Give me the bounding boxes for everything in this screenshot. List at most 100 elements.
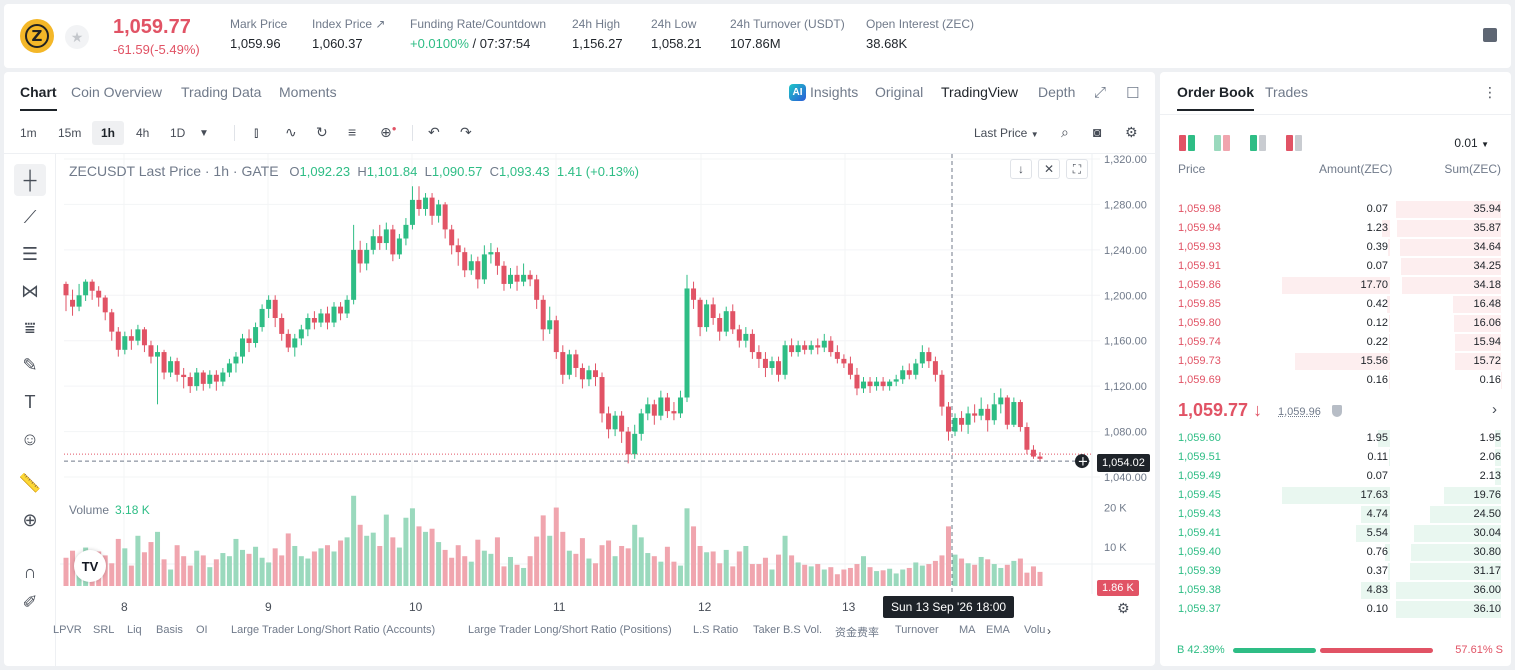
indicator-item[interactable]: Turnover (895, 624, 939, 636)
ask-row[interactable]: 1,059.74 0.22 15.94 (1160, 333, 1511, 352)
bid-row[interactable]: 1,059.60 1.95 1.95 (1160, 429, 1511, 448)
text-icon[interactable]: T (24, 391, 36, 412)
add-indicator-icon[interactable]: ⊕● (380, 124, 397, 140)
search-icon[interactable]: ⌕ (1061, 124, 1069, 140)
shrink-icon[interactable]: ✕ (1038, 159, 1060, 179)
brush-icon[interactable]: ✎ (22, 354, 38, 375)
volume-bar (769, 569, 775, 586)
tab-order-book[interactable]: Order Book (1177, 84, 1255, 111)
fib-icon[interactable]: ⩸ (24, 317, 36, 338)
window-icon[interactable]: ☐ (1126, 85, 1140, 102)
emoji-icon[interactable]: ☺ (20, 428, 40, 449)
bid-row[interactable]: 1,059.40 0.76 30.80 (1160, 543, 1511, 562)
interval-15m[interactable]: 15m (58, 126, 82, 140)
price-chart[interactable]: 1,320.00 1,280.00 1,240.00 1,200.00 1,160.00… (60, 154, 1155, 624)
pattern-icon[interactable]: ⋈ (21, 280, 39, 301)
horizontal-lines-icon[interactable]: ☰ (21, 243, 39, 264)
book-icon[interactable] (1483, 28, 1497, 42)
tab-moments[interactable]: Moments (279, 84, 337, 100)
indicator-item[interactable]: Large Trader Long/Short Ratio (Accounts) (231, 624, 436, 636)
bid-row[interactable]: 1,059.37 0.10 36.10 (1160, 600, 1511, 619)
ask-row[interactable]: 1,059.69 0.16 0.16 (1160, 371, 1511, 390)
ask-row[interactable]: 1,059.73 15.56 15.72 (1160, 352, 1511, 371)
template-icon[interactable]: ≡ (348, 124, 357, 140)
indicators-icon[interactable]: ∿ (285, 124, 297, 140)
indicator-item[interactable]: LPVR (53, 624, 82, 636)
interval-1m[interactable]: 1m (20, 126, 37, 140)
redo-icon[interactable]: ↷ (460, 124, 472, 140)
ask-row[interactable]: 1,059.91 0.07 34.25 (1160, 257, 1511, 276)
interval-1h[interactable]: 1h (92, 121, 125, 145)
candle-body (972, 413, 978, 416)
interval-dropdown-icon[interactable]: ▼ (199, 128, 209, 139)
bid-row[interactable]: 1,059.38 4.83 36.00 (1160, 581, 1511, 600)
ask-row[interactable]: 1,059.80 0.12 16.06 (1160, 314, 1511, 333)
chevron-right-icon[interactable]: › (1492, 401, 1497, 418)
replay-icon[interactable]: ↻ (316, 124, 328, 140)
indicator-item[interactable]: OI (196, 624, 208, 636)
more-options-icon[interactable]: ⋮ (1483, 84, 1497, 100)
volume-bar (436, 542, 442, 586)
bid-row[interactable]: 1,059.51 0.11 2.06 (1160, 448, 1511, 467)
volume-bar (913, 562, 919, 586)
candle-body (684, 288, 690, 398)
chart-settings-icon[interactable]: ⚙ (1117, 600, 1130, 616)
magnet-icon[interactable]: ∩ (23, 561, 37, 582)
indicator-item[interactable]: Liq (127, 624, 142, 636)
precision-select[interactable]: 0.01 ▼ (1454, 136, 1489, 150)
tab-original[interactable]: Original (875, 84, 924, 100)
ask-row[interactable]: 1,059.86 17.70 34.18 (1160, 276, 1511, 295)
tab-tradingview[interactable]: TradingView (941, 84, 1019, 100)
undo-icon[interactable]: ↶ (428, 124, 440, 140)
pencil-lock-icon[interactable]: ✐ (22, 591, 38, 612)
candle-type-icon[interactable]: ⫾ (254, 124, 259, 140)
fullscreen-icon[interactable]: ⛶ (1066, 159, 1088, 179)
layout-bids-asks-icon[interactable] (1214, 135, 1230, 151)
ask-row[interactable]: 1,059.93 0.39 34.64 (1160, 238, 1511, 257)
bid-row[interactable]: 1,059.43 4.74 24.50 (1160, 505, 1511, 524)
tab-trading-data[interactable]: Trading Data (181, 84, 262, 100)
indicator-item[interactable]: Basis (156, 624, 183, 636)
gear-icon[interactable]: ⚙ (1125, 124, 1138, 140)
star-icon[interactable]: ★ (65, 25, 89, 49)
tradingview-logo-icon[interactable]: TV (74, 550, 106, 582)
tab-coin-overview[interactable]: Coin Overview (71, 84, 163, 100)
ask-row[interactable]: 1,059.94 1.23 35.87 (1160, 219, 1511, 238)
camera-icon[interactable]: ◙ (1093, 124, 1102, 140)
indicator-item[interactable]: Volu (1024, 624, 1046, 636)
indicator-item[interactable]: MA (959, 624, 976, 636)
expand-icon[interactable]: ⤢ (1094, 84, 1107, 101)
interval-1d[interactable]: 1D (170, 126, 186, 140)
tab-insights[interactable]: Insights (810, 84, 859, 100)
zoom-in-icon[interactable]: ⊕ (22, 509, 38, 530)
bid-row[interactable]: 1,059.49 0.07 2.13 (1160, 467, 1511, 486)
tab-chart[interactable]: Chart (20, 84, 57, 111)
candle-body (769, 361, 775, 368)
indicator-item[interactable]: L.S Ratio (693, 624, 739, 636)
indicator-item[interactable]: EMA (986, 624, 1010, 636)
tab-trades[interactable]: Trades (1265, 84, 1309, 100)
indicator-item[interactable]: Taker B.S Vol. (753, 624, 823, 636)
layout-both-icon[interactable] (1179, 135, 1195, 151)
indicator-item[interactable]: SRL (93, 624, 115, 636)
stat-index-price[interactable]: Index Price ↗ 1,060.37 (312, 17, 385, 51)
ask-row[interactable]: 1,059.98 0.07 35.94 (1160, 200, 1511, 219)
row-sum: 19.76 (1473, 489, 1501, 501)
indicator-item[interactable]: 资金费率 (835, 627, 879, 639)
ruler-icon[interactable]: 📏 (18, 472, 42, 493)
bid-row[interactable]: 1,059.45 17.63 19.76 (1160, 486, 1511, 505)
arrow-down-icon[interactable]: ↓ (1010, 159, 1032, 179)
indicator-item[interactable]: Large Trader Long/Short Ratio (Positions… (468, 624, 672, 636)
interval-4h[interactable]: 4h (136, 126, 150, 140)
layout-bids-icon[interactable] (1250, 135, 1266, 151)
crosshair-icon[interactable]: ┼ (14, 164, 46, 196)
trendline-icon[interactable]: ⟋ (23, 206, 37, 227)
bid-row[interactable]: 1,059.39 0.37 31.17 (1160, 562, 1511, 581)
chevron-right-icon[interactable]: › (1047, 624, 1051, 638)
ask-row[interactable]: 1,059.85 0.42 16.48 (1160, 295, 1511, 314)
depth-bar (1411, 544, 1501, 561)
bid-row[interactable]: 1,059.41 5.54 30.04 (1160, 524, 1511, 543)
price-type-select[interactable]: Last Price ▼ (974, 126, 1039, 140)
layout-asks-icon[interactable] (1286, 135, 1302, 151)
tab-depth[interactable]: Depth (1038, 84, 1076, 100)
